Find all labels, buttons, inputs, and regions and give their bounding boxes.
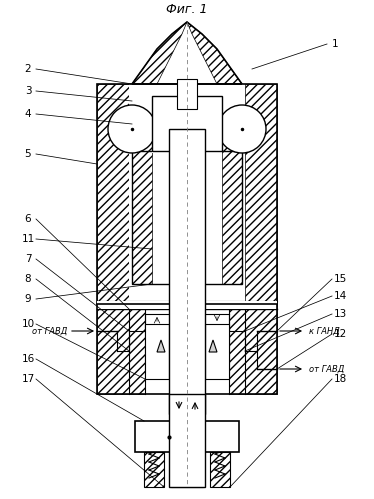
Bar	[171, 477, 203, 487]
Text: 4: 4	[25, 109, 31, 119]
Bar	[177, 79, 197, 109]
Bar	[145, 304, 229, 394]
Text: 3: 3	[25, 86, 31, 96]
Circle shape	[108, 105, 156, 153]
Bar	[97, 84, 277, 304]
Bar	[97, 301, 277, 309]
Bar	[152, 96, 222, 151]
Text: 18: 18	[333, 374, 347, 384]
Bar	[129, 84, 132, 304]
Text: 15: 15	[333, 274, 347, 284]
Text: от ГАВД: от ГАВД	[32, 326, 67, 335]
Text: 11: 11	[21, 234, 35, 244]
Bar	[145, 324, 169, 379]
Text: 17: 17	[21, 374, 35, 384]
Bar	[205, 324, 229, 379]
Text: 8: 8	[25, 274, 31, 284]
Text: 16: 16	[21, 354, 35, 364]
Text: от ГАВД: от ГАВД	[309, 364, 344, 373]
Text: 12: 12	[333, 329, 347, 339]
Text: к ГАНД: к ГАНД	[309, 326, 340, 335]
Bar	[169, 129, 205, 414]
Text: 9: 9	[25, 294, 31, 304]
Bar	[152, 105, 222, 153]
Bar	[169, 394, 205, 487]
Bar	[132, 129, 242, 284]
Bar	[97, 304, 277, 394]
Text: 1: 1	[332, 39, 338, 49]
Bar	[242, 84, 245, 304]
Text: 5: 5	[25, 149, 31, 159]
Text: 7: 7	[25, 254, 31, 264]
Text: Фиг. 1: Фиг. 1	[166, 2, 208, 15]
Polygon shape	[157, 340, 165, 352]
Text: 2: 2	[25, 64, 31, 74]
Polygon shape	[209, 340, 217, 352]
Text: 14: 14	[333, 291, 347, 301]
Text: 10: 10	[21, 319, 34, 329]
Bar	[135, 421, 239, 452]
Text: 13: 13	[333, 309, 347, 319]
Polygon shape	[132, 22, 242, 84]
Circle shape	[218, 105, 266, 153]
Text: 6: 6	[25, 214, 31, 224]
